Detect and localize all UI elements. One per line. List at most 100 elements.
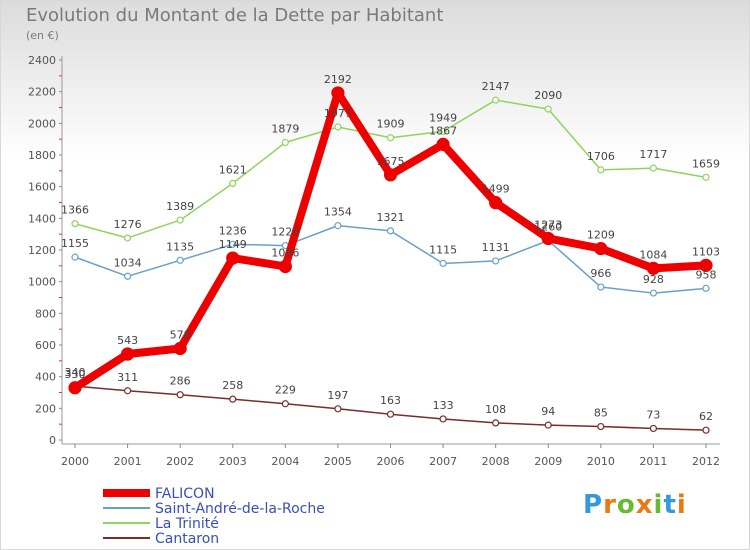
data-point	[544, 421, 552, 429]
x-tick-label: 2001	[114, 455, 142, 468]
data-label: 1879	[271, 122, 299, 135]
x-tick-label: 2002	[166, 455, 194, 468]
data-label: 578	[170, 328, 191, 341]
y-tick-label: 0	[49, 434, 56, 447]
data-point	[649, 164, 658, 172]
data-point	[176, 216, 184, 224]
data-point	[702, 284, 710, 292]
data-point	[386, 410, 395, 418]
data-label: 1354	[324, 206, 352, 219]
data-label: 1034	[114, 256, 142, 269]
data-point	[386, 134, 395, 142]
chart-title: Evolution du Montant de la Dette par Hab…	[26, 5, 444, 26]
data-point	[492, 96, 500, 104]
data-label: 1706	[587, 150, 615, 163]
data-point	[176, 256, 184, 264]
data-label: 1228	[271, 226, 299, 239]
x-tick-label: 2006	[377, 455, 405, 468]
data-label: 1499	[482, 183, 510, 196]
data-label: 133	[433, 399, 454, 412]
data-label: 62	[699, 410, 713, 423]
data-label: 2192	[324, 73, 352, 86]
y-tick-label: 1200	[28, 244, 56, 257]
data-point	[334, 123, 342, 131]
y-tick-label: 2200	[28, 86, 56, 99]
data-point	[492, 257, 500, 265]
data-label: 958	[696, 268, 717, 281]
data-point	[123, 272, 132, 280]
data-label: 1675	[377, 155, 405, 168]
x-tick-label: 2010	[587, 455, 615, 468]
data-point	[649, 289, 658, 297]
x-tick-label: 2000	[61, 455, 89, 468]
data-point	[281, 400, 289, 408]
legend-label: Saint-André-de-la-Roche	[155, 501, 325, 517]
chart-subtitle: (en €)	[26, 29, 59, 42]
data-point	[226, 251, 240, 265]
data-label: 1155	[61, 237, 89, 250]
data-label: 966	[590, 267, 611, 280]
data-label: 928	[643, 273, 664, 286]
data-label: 1366	[61, 204, 89, 217]
data-label: 1867	[429, 124, 457, 137]
data-label: 2090	[534, 89, 562, 102]
data-label: 1659	[692, 157, 720, 170]
data-point	[71, 253, 79, 261]
data-point	[68, 381, 82, 395]
data-point	[439, 415, 447, 423]
data-label: 1103	[692, 245, 720, 258]
data-label: 229	[275, 384, 296, 397]
legend-label: FALICON	[155, 486, 215, 502]
data-label: 85	[594, 407, 608, 420]
data-label: 543	[117, 334, 138, 347]
data-point	[544, 105, 552, 113]
data-point	[594, 241, 608, 256]
data-label: 1149	[219, 238, 247, 251]
data-label: 1135	[166, 240, 194, 253]
x-tick-label: 2008	[482, 455, 510, 468]
x-tick-label: 2004	[271, 455, 299, 468]
data-point	[597, 422, 605, 431]
data-point	[120, 347, 135, 361]
data-point	[281, 138, 289, 147]
data-point	[173, 341, 187, 356]
x-tick-label: 2009	[534, 455, 562, 468]
data-point	[278, 259, 292, 274]
data-label: 1909	[377, 118, 405, 131]
data-point	[439, 127, 447, 136]
data-point	[699, 258, 713, 272]
legend-label: Cantaron	[155, 531, 219, 547]
data-point	[123, 387, 132, 395]
y-tick-label: 400	[35, 371, 56, 384]
data-label: 1621	[219, 163, 247, 176]
data-point	[436, 137, 450, 151]
y-tick-label: 2000	[28, 117, 56, 130]
y-tick-label: 600	[35, 339, 56, 352]
data-label: 1260	[534, 221, 562, 234]
data-point	[439, 259, 447, 268]
data-label: 340	[65, 366, 86, 379]
data-label: 1209	[587, 229, 615, 242]
data-label: 311	[117, 371, 138, 384]
data-point	[331, 86, 345, 100]
data-label: 2147	[482, 80, 510, 93]
data-point	[489, 196, 503, 210]
data-point	[229, 395, 237, 403]
data-point	[541, 231, 555, 246]
x-tick-label: 2012	[692, 455, 720, 468]
data-label: 1084	[639, 248, 667, 261]
y-tick-label: 1600	[28, 181, 56, 194]
data-label: 286	[170, 375, 191, 388]
data-label: 94	[541, 405, 555, 418]
data-point	[334, 405, 342, 413]
data-label: 330	[65, 368, 86, 381]
y-tick-label: 1400	[28, 212, 56, 225]
data-label: 1949	[429, 111, 457, 124]
data-point	[123, 234, 132, 242]
series-line	[74, 385, 707, 431]
data-label: 1389	[166, 200, 194, 213]
y-tick-label: 800	[35, 307, 56, 320]
x-tick-label: 2003	[219, 455, 247, 468]
data-point	[702, 426, 710, 434]
